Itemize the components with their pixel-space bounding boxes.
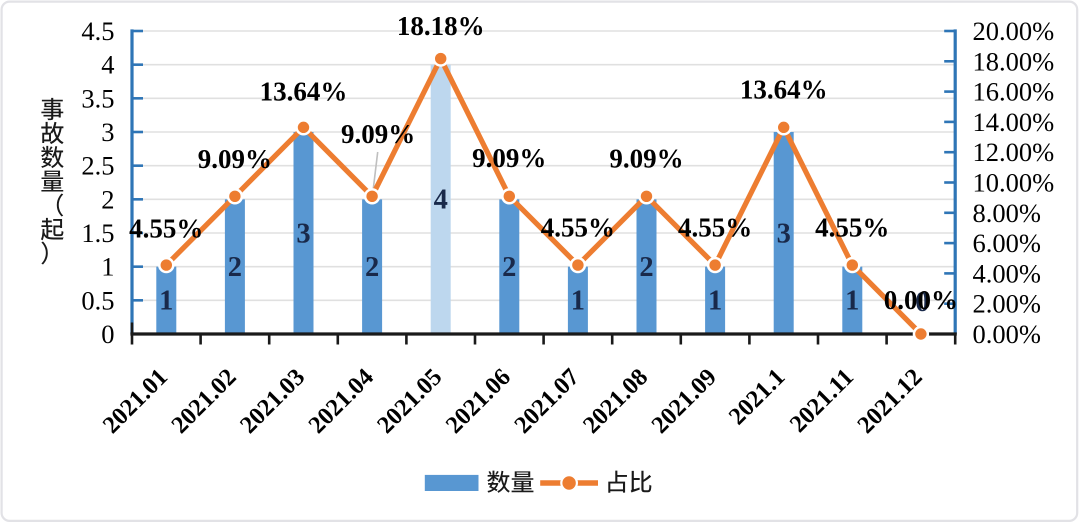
svg-text:2: 2 bbox=[639, 252, 653, 283]
svg-text:2.00%: 2.00% bbox=[973, 289, 1041, 319]
svg-text:1: 1 bbox=[845, 286, 859, 317]
svg-text:4: 4 bbox=[434, 185, 448, 216]
svg-text:18.18%: 18.18% bbox=[397, 11, 485, 41]
svg-text:1: 1 bbox=[159, 286, 173, 317]
svg-text:3: 3 bbox=[296, 218, 310, 249]
svg-text:3: 3 bbox=[777, 218, 791, 249]
svg-text:10.00%: 10.00% bbox=[973, 168, 1055, 198]
svg-text:12.00%: 12.00% bbox=[973, 137, 1055, 167]
svg-text:4.55%: 4.55% bbox=[678, 213, 752, 243]
svg-text:3.5: 3.5 bbox=[81, 83, 114, 113]
svg-text:18.00%: 18.00% bbox=[973, 46, 1055, 76]
svg-text:4: 4 bbox=[101, 50, 114, 80]
svg-text:4.00%: 4.00% bbox=[973, 258, 1041, 288]
svg-text:20.00%: 20.00% bbox=[973, 16, 1055, 46]
svg-text:13.64%: 13.64% bbox=[740, 74, 828, 104]
svg-text:9.09%: 9.09% bbox=[341, 119, 415, 149]
svg-text:2: 2 bbox=[228, 252, 242, 283]
svg-text:0.00%: 0.00% bbox=[884, 285, 958, 315]
svg-text:13.64%: 13.64% bbox=[260, 76, 348, 106]
svg-text:1: 1 bbox=[101, 252, 114, 282]
svg-text:9.09%: 9.09% bbox=[472, 143, 546, 173]
svg-text:3: 3 bbox=[101, 117, 114, 147]
svg-text:0.5: 0.5 bbox=[81, 285, 114, 315]
svg-text:0: 0 bbox=[915, 287, 929, 318]
svg-text:4.55%: 4.55% bbox=[815, 213, 889, 243]
svg-text:0: 0 bbox=[101, 319, 114, 349]
svg-text:2: 2 bbox=[365, 252, 379, 283]
svg-text:0.00%: 0.00% bbox=[973, 319, 1041, 349]
svg-text:1: 1 bbox=[708, 286, 722, 317]
svg-text:4.55%: 4.55% bbox=[541, 213, 615, 243]
svg-text:16.00%: 16.00% bbox=[973, 77, 1055, 107]
svg-text:2.5: 2.5 bbox=[81, 151, 114, 181]
svg-text:9.09%: 9.09% bbox=[198, 144, 272, 174]
svg-text:14.00%: 14.00% bbox=[973, 107, 1055, 137]
svg-text:8.00%: 8.00% bbox=[973, 198, 1041, 228]
svg-text:4.55%: 4.55% bbox=[129, 214, 203, 244]
svg-text:2: 2 bbox=[502, 252, 516, 283]
svg-text:1: 1 bbox=[571, 286, 585, 317]
svg-text:9.09%: 9.09% bbox=[609, 143, 683, 173]
svg-text:1.5: 1.5 bbox=[81, 218, 114, 248]
svg-text:2: 2 bbox=[101, 184, 114, 214]
svg-text:4.5: 4.5 bbox=[81, 16, 114, 46]
svg-text:6.00%: 6.00% bbox=[973, 228, 1041, 258]
